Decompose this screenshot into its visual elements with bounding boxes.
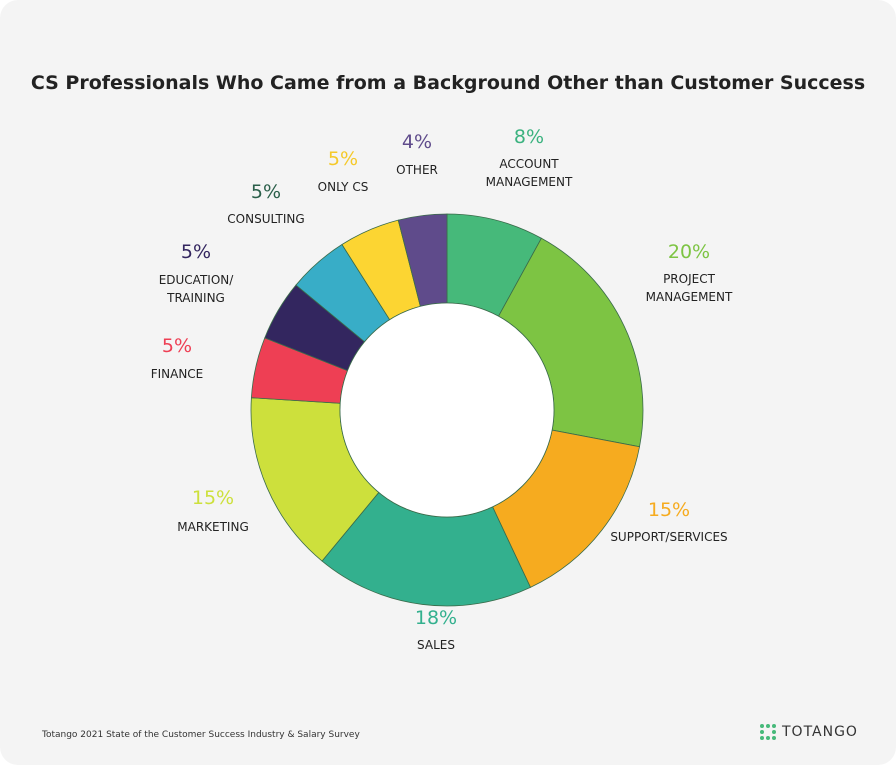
category-label: EDUCATION/ TRAINING [158,273,234,305]
category-label: MARKETING [177,520,249,534]
value-label: 20% [667,241,711,263]
category-label: SUPPORT/SERVICES [610,530,728,544]
category-label: ONLY CS [317,180,369,194]
value-label: 5% [250,181,282,203]
category-label: PROJECT MANAGEMENT [645,272,733,304]
chart-title: CS Professionals Who Came from a Backgro… [30,72,866,94]
logo-icon [760,724,776,740]
value-label: 15% [191,487,235,509]
source-note: Totango 2021 State of the Customer Succe… [42,730,360,740]
value-label: 4% [401,131,433,153]
category-label: FINANCE [150,367,204,381]
category-label: SALES [417,638,455,652]
value-label: 18% [414,607,458,629]
brand: TOTANGO [782,724,858,740]
category-label: CONSULTING [227,212,305,226]
value-label: 5% [180,241,212,263]
category-label: OTHER [396,163,438,177]
value-label: 5% [161,335,193,357]
category-label: ACCOUNT MANAGEMENT [485,157,573,189]
donut-hole [339,302,555,518]
value-label: 5% [327,148,359,170]
value-label: 15% [647,499,691,521]
value-label: 8% [513,126,545,148]
